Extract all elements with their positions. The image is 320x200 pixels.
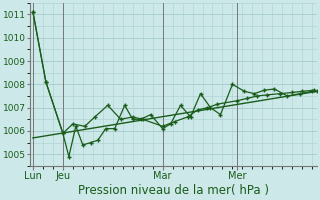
X-axis label: Pression niveau de la mer( hPa ): Pression niveau de la mer( hPa ) [78,184,269,197]
